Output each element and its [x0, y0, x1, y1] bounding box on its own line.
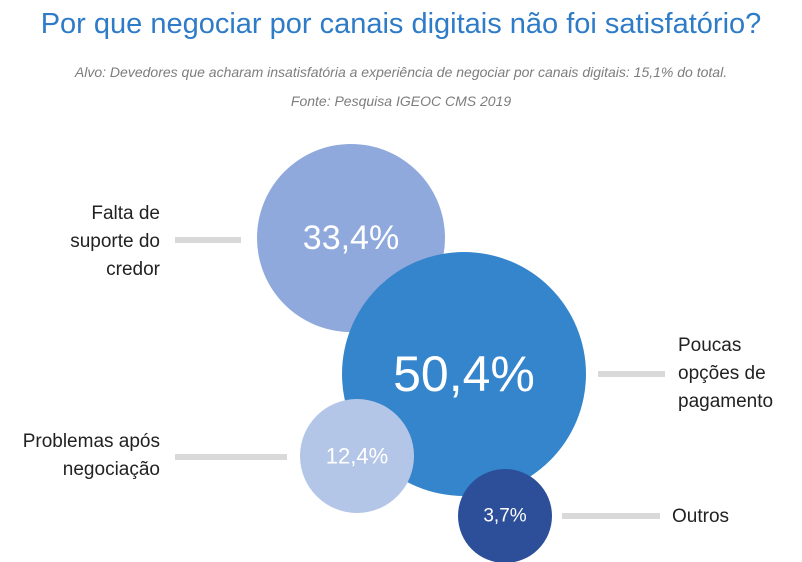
label-problemas-apos: Problemas após negociação: [23, 428, 160, 484]
chart-title: Por que negociar por canais digitais não…: [40, 8, 762, 40]
label-poucas-opcoes: Poucas opções de pagamento: [678, 332, 773, 416]
label-outros: Outros: [672, 503, 729, 531]
label-falta-suporte: Falta de suporte do credor: [70, 200, 160, 284]
chart-subtitle: Alvo: Devedores que acharam insatisfatór…: [74, 64, 728, 80]
chart-source: Fonte: Pesquisa IGEOC CMS 2019: [290, 93, 512, 109]
bubble-outros: [458, 469, 552, 562]
value-label-outros: 3,7%: [483, 506, 526, 527]
value-label-problemas-apos: 12,4%: [326, 444, 388, 469]
label-line: Falta de: [91, 203, 160, 224]
label-line: suporte do: [70, 231, 160, 252]
label-line: Outros: [672, 506, 730, 527]
label-line: Poucas: [678, 335, 742, 356]
label-line: negociação: [62, 459, 160, 480]
value-label-falta-suporte: 33,4%: [303, 219, 399, 257]
label-line: opções de: [678, 363, 766, 384]
label-line: credor: [106, 259, 160, 280]
value-label-poucas-opcoes: 50,4%: [393, 346, 535, 402]
bubble-problemas-apos: [300, 399, 414, 513]
label-line: pagamento: [678, 391, 774, 412]
label-line: Problemas após: [22, 431, 160, 452]
